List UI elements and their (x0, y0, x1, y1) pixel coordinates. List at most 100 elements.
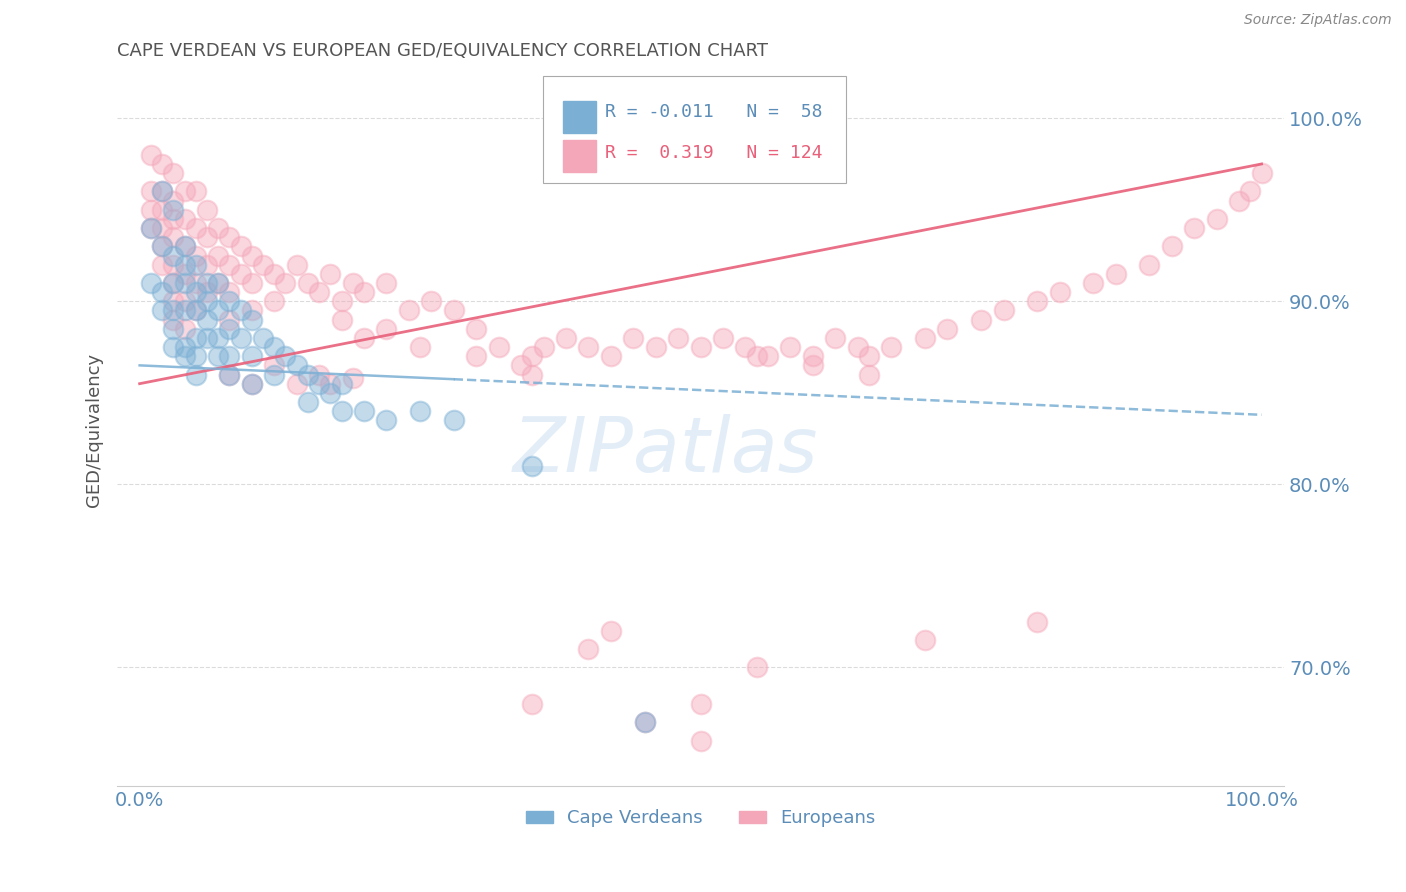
Point (285, 359, 308, 373)
Point (689, 340, 711, 354)
Point (139, 185, 162, 199)
Point (274, 349, 297, 363)
Point (173, 267, 195, 281)
Point (621, 331, 644, 345)
Point (173, 294, 195, 309)
Point (162, 258, 184, 272)
Point (308, 285, 330, 300)
Point (162, 276, 184, 290)
Point (734, 340, 756, 354)
Point (150, 285, 173, 300)
Point (1137, 258, 1160, 272)
Point (1182, 221, 1205, 235)
Point (240, 312, 263, 326)
Point (218, 322, 240, 336)
Point (162, 303, 184, 318)
Legend: Cape Verdeans, Europeans: Cape Verdeans, Europeans (519, 802, 883, 835)
Y-axis label: GED/Equivalency: GED/Equivalency (86, 352, 103, 507)
Point (745, 660, 768, 674)
Point (308, 376, 330, 391)
Point (409, 404, 432, 418)
Point (522, 459, 544, 474)
Point (285, 258, 308, 272)
Point (599, 624, 621, 638)
Point (184, 285, 207, 300)
Point (207, 276, 229, 290)
Point (510, 359, 533, 373)
Point (218, 349, 240, 363)
Point (195, 331, 218, 345)
Point (846, 340, 869, 354)
Point (150, 239, 173, 253)
Point (522, 349, 544, 363)
Point (319, 385, 342, 400)
Point (184, 349, 207, 363)
Point (263, 368, 285, 382)
Text: R =  0.319   N = 124: R = 0.319 N = 124 (605, 145, 823, 162)
Point (522, 368, 544, 382)
Point (1026, 615, 1049, 629)
Point (711, 331, 734, 345)
Point (218, 368, 240, 382)
Point (319, 267, 342, 281)
Point (184, 303, 207, 318)
Point (207, 303, 229, 318)
Point (488, 340, 510, 354)
Point (914, 331, 936, 345)
Point (342, 371, 364, 385)
Point (409, 340, 432, 354)
Point (139, 148, 162, 162)
Point (184, 221, 207, 235)
Point (184, 185, 207, 199)
Point (218, 312, 240, 326)
Point (465, 322, 488, 336)
Point (297, 368, 319, 382)
Point (522, 697, 544, 711)
Point (195, 312, 218, 326)
Point (993, 303, 1015, 318)
Point (173, 185, 195, 199)
Point (1227, 194, 1250, 208)
Point (252, 331, 274, 345)
Point (330, 312, 353, 326)
Point (195, 294, 218, 309)
Point (173, 258, 195, 272)
Point (666, 331, 689, 345)
Point (353, 331, 375, 345)
Point (1026, 294, 1049, 309)
Point (779, 340, 801, 354)
Point (858, 368, 880, 382)
Point (465, 349, 488, 363)
Point (555, 331, 578, 345)
Point (375, 276, 398, 290)
Point (207, 221, 229, 235)
Point (689, 697, 711, 711)
Point (633, 715, 655, 730)
Point (173, 211, 195, 226)
Point (644, 340, 666, 354)
Point (240, 376, 263, 391)
Point (330, 294, 353, 309)
Point (162, 194, 184, 208)
Text: Source: ZipAtlas.com: Source: ZipAtlas.com (1244, 13, 1392, 28)
Point (173, 349, 195, 363)
Point (150, 185, 173, 199)
Point (443, 303, 465, 318)
Point (308, 368, 330, 382)
Point (936, 322, 959, 336)
Point (150, 221, 173, 235)
Point (150, 258, 173, 272)
Point (195, 258, 218, 272)
Point (689, 733, 711, 747)
Point (139, 202, 162, 217)
Point (162, 230, 184, 244)
Point (162, 211, 184, 226)
Point (1160, 239, 1182, 253)
Point (756, 349, 779, 363)
Point (745, 349, 768, 363)
Point (297, 395, 319, 409)
Point (330, 376, 353, 391)
Point (824, 331, 846, 345)
Point (162, 202, 184, 217)
Point (218, 368, 240, 382)
